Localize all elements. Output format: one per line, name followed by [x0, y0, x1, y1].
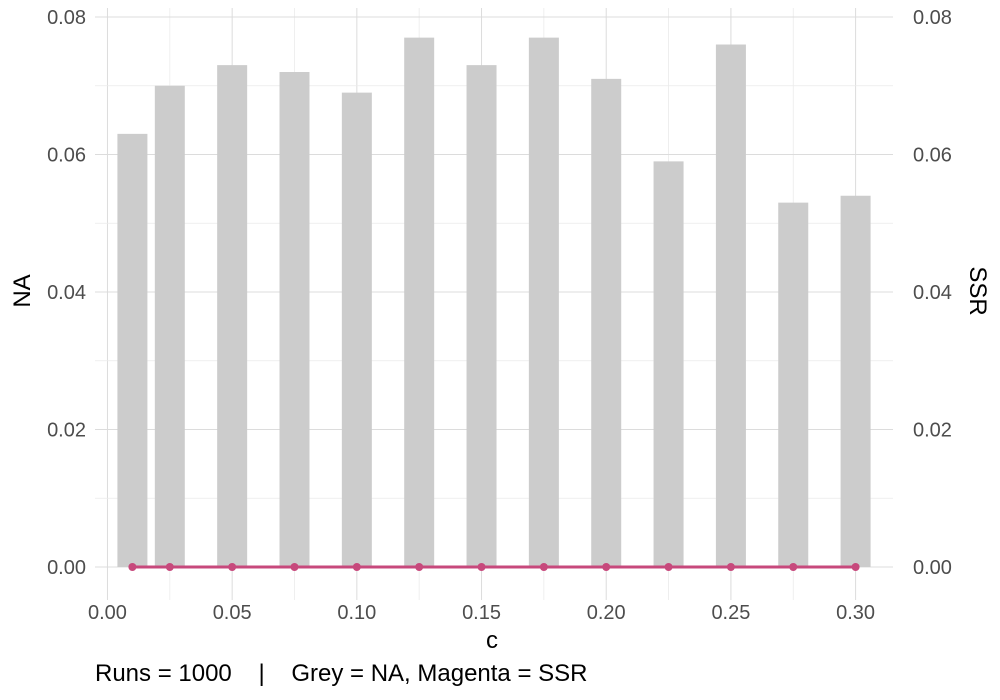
- x-tick-label: 0.25: [711, 602, 750, 624]
- x-tick-label: 0.10: [337, 602, 376, 624]
- ssr-point: [539, 563, 548, 571]
- ssr-line: [128, 563, 860, 571]
- na-bar: [715, 44, 746, 567]
- bars: [117, 37, 871, 567]
- y-tick-label: 0.02: [47, 420, 86, 442]
- ssr-point: [128, 563, 137, 571]
- y2-tick-label: 0.06: [913, 145, 952, 167]
- ssr-point: [415, 563, 424, 571]
- x-tick-label: 0.05: [213, 602, 252, 624]
- x-axis-title: c: [486, 627, 498, 654]
- y2-tick-label: 0.04: [913, 282, 952, 304]
- ssr-point: [851, 563, 860, 571]
- na-bar: [279, 72, 310, 567]
- na-bar: [653, 161, 684, 567]
- y-tick-label: 0.08: [47, 7, 86, 29]
- ssr-point: [228, 563, 237, 571]
- ssr-point: [664, 563, 673, 571]
- y-tick-label: 0.06: [47, 145, 86, 167]
- na-bar: [117, 133, 148, 567]
- x-tick-label: 0.15: [462, 602, 501, 624]
- y-tick-label: 0.04: [47, 282, 86, 304]
- y2-axis-title: SSR: [964, 266, 991, 315]
- na-bar: [154, 85, 185, 567]
- ssr-point: [290, 563, 299, 571]
- ssr-point: [165, 563, 174, 571]
- x-tick-label: 0.20: [587, 602, 626, 624]
- axes: 0.00 0.05 0.10 0.15 0.20 0.25 0.30 0.00 0.02 0.04…: [47, 7, 952, 624]
- y-axis-title: NA: [9, 274, 36, 307]
- ssr-point: [477, 563, 486, 571]
- na-bar: [341, 92, 372, 567]
- na-bar: [466, 65, 497, 567]
- na-bar: [778, 202, 809, 567]
- ssr-point: [726, 563, 735, 571]
- y-tick-label: 0.00: [47, 557, 86, 579]
- na-bar: [404, 37, 435, 567]
- ssr-point: [789, 563, 798, 571]
- y2-tick-label: 0.02: [913, 420, 952, 442]
- ssr-point: [602, 563, 611, 571]
- y2-tick-label: 0.00: [913, 557, 952, 579]
- y2-tick-label: 0.08: [913, 7, 952, 29]
- x-tick-label: 0.00: [88, 602, 127, 624]
- na-bar: [217, 65, 248, 567]
- ssr-point: [352, 563, 361, 571]
- na-bar: [840, 195, 871, 567]
- na-bar: [528, 37, 559, 567]
- caption: Runs = 1000 | Grey = NA, Magenta = SSR: [95, 660, 588, 687]
- na-bar: [591, 78, 622, 567]
- x-tick-label: 0.30: [836, 602, 875, 624]
